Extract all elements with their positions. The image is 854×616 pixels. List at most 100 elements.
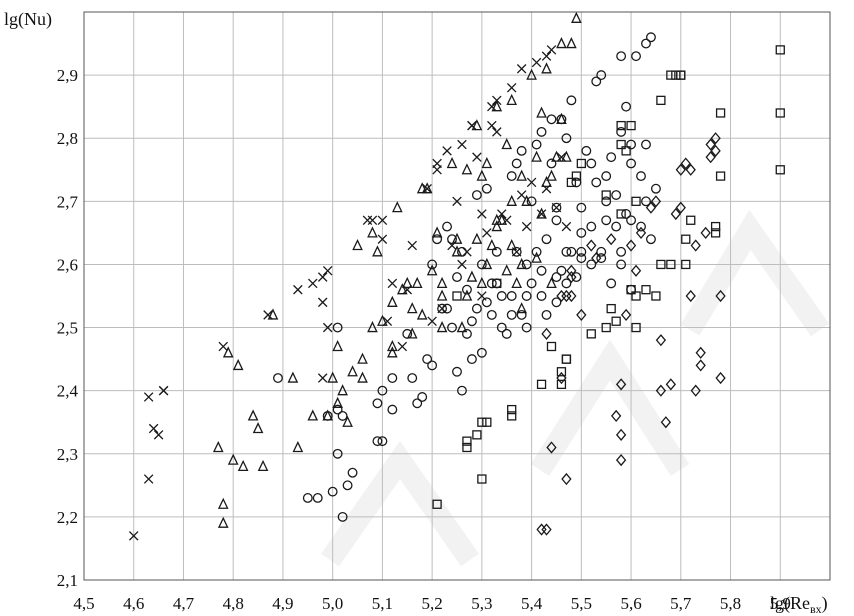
data-point-triangle <box>387 295 398 307</box>
data-point-circle <box>586 259 597 270</box>
data-point-diamond <box>566 264 577 277</box>
data-point-circle <box>650 183 661 194</box>
data-point-circle <box>387 404 398 415</box>
data-point-triangle <box>387 346 398 358</box>
data-point-cross <box>531 57 542 68</box>
x-tick-label: 4,6 <box>123 594 144 613</box>
data-point-diamond <box>715 289 726 303</box>
data-point-triangle <box>546 169 557 181</box>
data-point-square <box>601 190 611 200</box>
data-point-triangle <box>421 182 433 194</box>
data-point-triangle <box>521 194 532 206</box>
data-point-circle <box>372 398 383 409</box>
data-point-cross <box>536 209 547 219</box>
x-axis-label-subscript: вх <box>810 602 822 616</box>
data-point-circle <box>521 259 532 270</box>
data-point-diamond <box>625 239 637 252</box>
x-tick-label: 5,8 <box>720 594 741 613</box>
data-point-cross <box>526 177 537 188</box>
data-point-triangle <box>426 264 438 276</box>
data-point-square <box>621 146 631 156</box>
data-point-triangle <box>212 440 224 453</box>
data-point-circle <box>491 278 502 289</box>
data-point-cross <box>487 101 497 112</box>
data-point-diamond <box>541 523 552 536</box>
data-point-cross <box>457 259 467 270</box>
data-point-circle <box>521 322 532 333</box>
data-point-cross <box>482 228 492 238</box>
y-tick-labels: 2,1 2,2 2,3 2,4 2,5 2,6 2,7 2,8 2,9 <box>57 66 79 590</box>
data-point-diamond <box>556 371 567 385</box>
data-point-triangle <box>357 371 368 383</box>
data-point-circle <box>452 366 462 377</box>
data-point-cross <box>516 190 527 200</box>
data-point-triangle <box>406 302 418 314</box>
data-point-square <box>676 70 686 80</box>
data-point-circle <box>626 215 637 226</box>
data-point-cross <box>382 316 393 327</box>
data-point-circle <box>556 114 567 125</box>
data-point-circle <box>402 328 413 339</box>
data-point-cross <box>516 64 527 74</box>
y-tick-label: 2,8 <box>57 129 78 148</box>
data-point-diamond <box>695 359 706 372</box>
data-point-circle <box>427 360 438 371</box>
data-point-cross <box>387 278 398 289</box>
data-point-circle <box>273 373 283 383</box>
data-point-triangle <box>546 276 557 289</box>
data-point-circle <box>486 309 497 320</box>
data-point-square <box>775 165 785 175</box>
data-point-circle <box>586 158 597 169</box>
data-point-cross <box>541 51 552 61</box>
data-point-diamond <box>610 409 622 423</box>
data-point-circle <box>377 385 388 396</box>
data-point-cross <box>218 341 229 352</box>
data-point-diamond <box>680 157 691 170</box>
data-point-circle <box>516 145 527 156</box>
data-point-triangle <box>536 106 547 118</box>
data-point-cross <box>407 240 417 251</box>
data-point-circle <box>536 126 547 137</box>
data-point-triangle <box>456 321 468 333</box>
data-point-diamond <box>660 416 672 429</box>
data-point-circle <box>466 354 477 365</box>
x-tick-label: 4,7 <box>173 594 195 613</box>
data-point-diamond <box>566 289 577 303</box>
data-point-circle <box>332 404 343 415</box>
data-point-diamond <box>675 201 686 214</box>
data-point-circle <box>417 392 428 402</box>
data-point-cross <box>462 247 472 257</box>
data-point-triangle <box>292 440 304 453</box>
data-point-triangle <box>222 346 234 358</box>
data-point-circle <box>332 448 343 459</box>
data-point-square <box>561 354 572 364</box>
data-point-diamond <box>675 163 686 176</box>
data-point-diamond <box>690 239 701 252</box>
data-point-diamond <box>705 151 716 164</box>
data-point-circle <box>476 347 487 358</box>
data-point-cross <box>432 165 442 175</box>
data-point-square <box>477 474 487 484</box>
data-point-triangle <box>232 358 244 371</box>
data-point-triangle <box>451 232 463 244</box>
data-point-diamond <box>645 201 657 214</box>
data-point-circle <box>601 196 612 207</box>
data-point-cross <box>422 183 432 194</box>
data-point-triangle <box>307 409 319 421</box>
data-point-square <box>507 404 517 415</box>
x-tick-label: 4,8 <box>223 594 244 613</box>
data-point-diamond <box>710 132 721 145</box>
data-point-triangle <box>431 226 443 238</box>
data-point-diamond <box>655 334 667 347</box>
data-point-circle <box>516 309 527 320</box>
data-point-diamond <box>586 239 597 252</box>
data-point-square <box>666 259 676 270</box>
data-point-cross <box>457 139 467 150</box>
data-point-triangle <box>466 270 478 282</box>
x-tick-label: 5,7 <box>670 594 692 613</box>
y-tick-label: 2,4 <box>57 382 79 401</box>
data-point-circle <box>616 51 627 62</box>
data-point-triangle <box>571 11 582 23</box>
data-point-circle <box>432 234 443 245</box>
